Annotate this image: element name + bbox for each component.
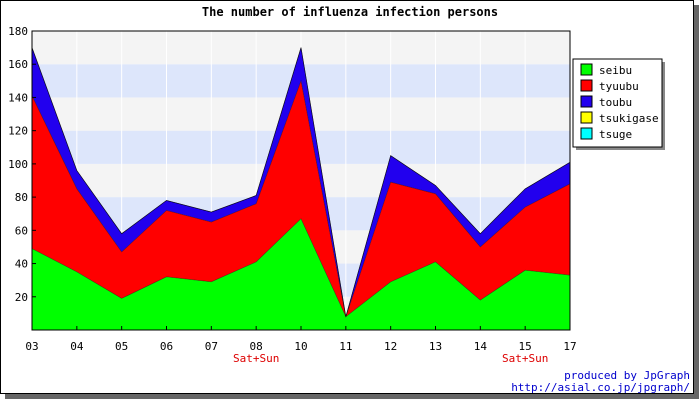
legend-swatch-tsukigase	[580, 111, 593, 124]
y-tick-label: 20	[15, 291, 28, 304]
y-tick-label: 160	[8, 58, 28, 71]
legend-label-tsukigase: tsukigase	[599, 112, 659, 125]
y-tick-label: 100	[8, 158, 28, 171]
legend-swatch-toubu	[580, 95, 593, 108]
legend-swatch-tyuubu	[580, 79, 593, 92]
area-seibu	[32, 218, 570, 330]
y-tick-label: 120	[8, 125, 28, 138]
x-tick-label: 11	[339, 340, 352, 353]
x-tick-label: 10	[294, 340, 307, 353]
legend-swatch-tsuge	[580, 127, 593, 140]
x-tick-label: 14	[474, 340, 488, 353]
legend: seibu tyuubu toubu tsukigase tsuge	[572, 58, 665, 150]
credit-url[interactable]: http://asial.co.jp/jpgraph/	[511, 381, 690, 394]
x-tick-label: 12	[384, 340, 397, 353]
frame-shadow-bottom	[5, 394, 699, 399]
legend-label-seibu: seibu	[599, 64, 632, 77]
legend-label-tyuubu: tyuubu	[599, 80, 639, 93]
y-tick-label: 180	[8, 25, 28, 38]
legend-label-tsuge: tsuge	[599, 128, 632, 141]
x-tick-label: 17	[563, 340, 576, 353]
x-tick-label: 07	[205, 340, 218, 353]
credit-text: produced by JpGraph	[564, 369, 690, 382]
chart-title: The number of influenza infection person…	[202, 5, 498, 19]
y-tick-label: 60	[15, 224, 28, 237]
x-tick-label: 05	[115, 340, 128, 353]
x-tick-label: 13	[429, 340, 442, 353]
y-tick-label: 40	[15, 258, 28, 271]
x-tick-label: 08	[250, 340, 263, 353]
y-tick-label: 140	[8, 91, 28, 104]
legend-swatch-seibu	[580, 63, 593, 76]
x-tick-sublabel: Sat+Sun	[233, 352, 279, 365]
frame-shadow-right	[694, 5, 699, 398]
x-tick-label: 15	[519, 340, 532, 353]
y-axis: 20 40 60 80 100 120 140 160 180	[8, 25, 36, 304]
series-line-seibu	[31, 218, 571, 318]
x-tick-label: 06	[160, 340, 173, 353]
series-line-tsuge	[31, 47, 571, 317]
x-tick-label: 03	[25, 340, 38, 353]
area-tyuubu	[32, 80, 570, 317]
area-series	[31, 47, 571, 330]
x-tick-sublabel: Sat+Sun	[502, 352, 548, 365]
y-tick-label: 80	[15, 191, 28, 204]
series-line-tyuubu	[31, 79, 571, 318]
legend-label-toubu: toubu	[599, 96, 632, 109]
x-tick-label: 04	[70, 340, 84, 353]
